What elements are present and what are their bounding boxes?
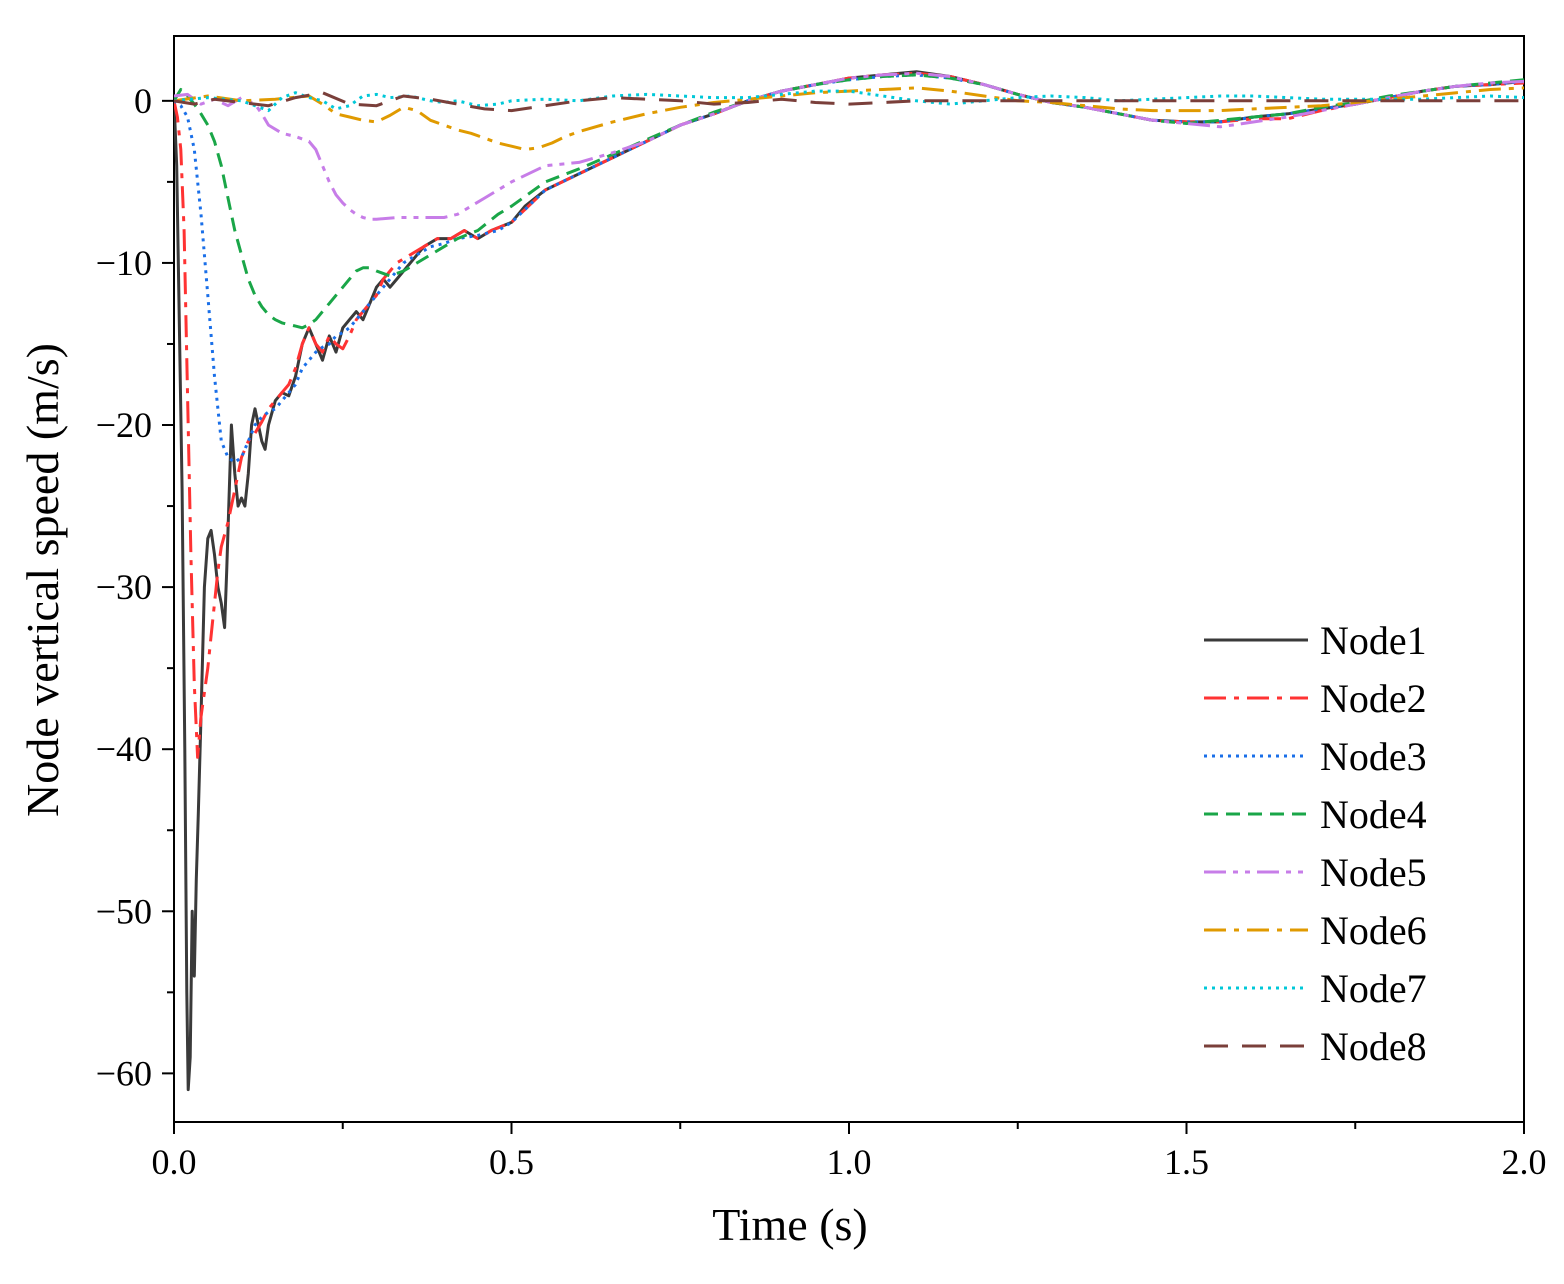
series-line-node3 bbox=[174, 73, 1524, 464]
x-tick-label: 2.0 bbox=[1502, 1142, 1547, 1182]
series-line-node5 bbox=[174, 71, 1524, 221]
legend-label-node4: Node4 bbox=[1320, 792, 1427, 837]
series-line-node4 bbox=[174, 73, 1524, 330]
series-line-node7 bbox=[174, 89, 1524, 113]
legend-label-node6: Node6 bbox=[1320, 908, 1427, 953]
y-tick-label: −30 bbox=[96, 567, 152, 607]
x-tick-label: 1.5 bbox=[1164, 1142, 1209, 1182]
y-axis-title: Node vertical speed (m/s) bbox=[17, 343, 68, 817]
series-line-node6 bbox=[174, 86, 1524, 151]
legend-label-node2: Node2 bbox=[1320, 676, 1427, 721]
x-tick-label: 0.5 bbox=[489, 1142, 534, 1182]
plot-frame bbox=[173, 35, 1525, 1123]
x-tick-label: 0.0 bbox=[152, 1142, 197, 1182]
legend: Node1 Node2 Node3 Node4 Node5 Node6 Node7 Node8 bbox=[1204, 618, 1427, 1069]
legend-label-node1: Node1 bbox=[1320, 618, 1427, 663]
axis-ticks: 0.0 0.5 1.0 1.5 2.0 0 −10 −20 −30 −40 −50 −60 bbox=[96, 81, 1547, 1182]
x-axis-title: Time (s) bbox=[712, 1199, 868, 1250]
y-tick-label: −60 bbox=[96, 1053, 152, 1093]
legend-label-node3: Node3 bbox=[1320, 734, 1427, 779]
legend-label-node8: Node8 bbox=[1320, 1024, 1427, 1069]
series-lines bbox=[174, 70, 1524, 1092]
y-tick-label: −20 bbox=[96, 405, 152, 445]
legend-label-node5: Node5 bbox=[1320, 850, 1427, 895]
legend-label-node7: Node7 bbox=[1320, 966, 1427, 1011]
y-tick-label: 0 bbox=[134, 81, 152, 121]
y-tick-label: −40 bbox=[96, 729, 152, 769]
x-tick-label: 1.0 bbox=[827, 1142, 872, 1182]
y-tick-label: −10 bbox=[96, 243, 152, 283]
y-tick-label: −50 bbox=[96, 891, 152, 931]
